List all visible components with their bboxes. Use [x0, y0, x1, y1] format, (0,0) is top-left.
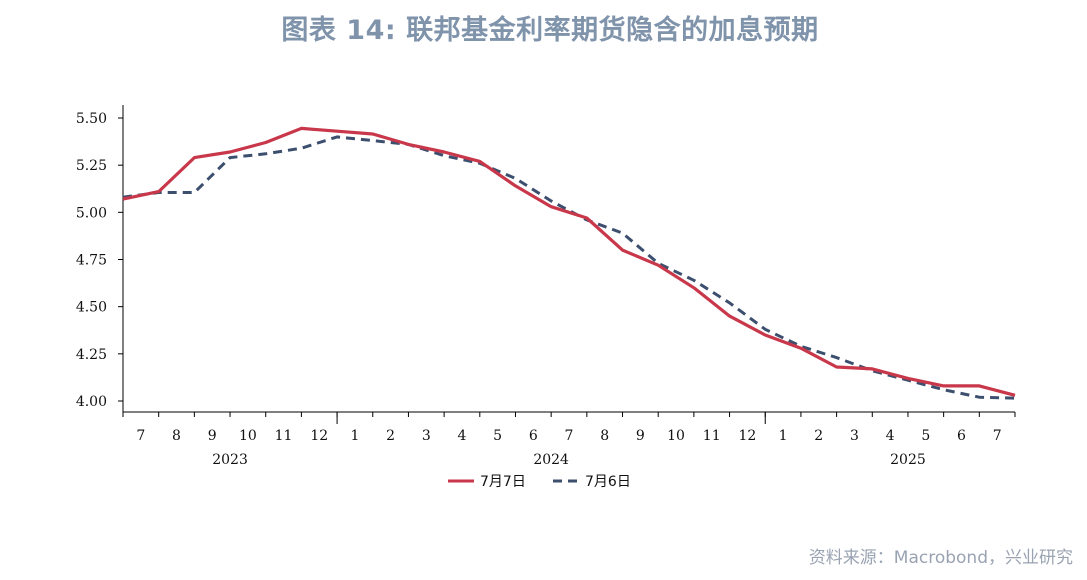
x-month-label: 9	[636, 428, 645, 444]
y-tick-label: 4.50	[76, 300, 107, 316]
x-month-label: 3	[850, 428, 859, 444]
series-line-0	[122, 126, 1016, 397]
x-month-label: 11	[703, 428, 721, 444]
y-tick-label: 4.25	[76, 347, 107, 363]
series-line-1	[122, 135, 1016, 400]
x-year-label: 2024	[533, 452, 569, 468]
y-tick-label: 4.75	[76, 253, 107, 269]
y-tick-label: 4.00	[76, 394, 107, 410]
x-year-label: 2025	[890, 452, 926, 468]
x-month-label: 11	[275, 428, 293, 444]
y-tick-label: 5.25	[76, 158, 107, 174]
legend-label-1: 7月6日	[585, 474, 631, 490]
y-tick-label: 5.00	[76, 205, 107, 221]
x-month-label: 8	[600, 428, 609, 444]
x-month-label: 12	[738, 428, 756, 444]
x-month-label: 5	[921, 428, 930, 444]
x-month-label: 7	[565, 428, 574, 444]
x-month-label: 8	[172, 428, 181, 444]
source-note: 资料来源：Macrobond，兴业研究	[808, 548, 1073, 568]
x-month-label: 1	[779, 428, 788, 444]
x-month-label: 2	[814, 428, 823, 444]
x-month-label: 3	[422, 428, 431, 444]
x-month-label: 5	[493, 428, 502, 444]
x-month-label: 6	[957, 428, 966, 444]
x-month-label: 7	[993, 428, 1002, 444]
x-month-label: 9	[208, 428, 217, 444]
x-month-label: 6	[529, 428, 538, 444]
y-tick-label: 5.50	[76, 111, 107, 127]
x-month-label: 4	[457, 428, 466, 444]
x-month-label: 10	[667, 428, 685, 444]
legend-label-0: 7月7日	[480, 474, 526, 490]
x-month-label: 10	[239, 428, 257, 444]
x-month-label: 1	[350, 428, 359, 444]
x-month-label: 7	[136, 428, 145, 444]
x-month-label: 2	[386, 428, 395, 444]
x-month-label: 12	[310, 428, 328, 444]
chart-title: 图表 14: 联邦基金利率期货隐含的加息预期	[281, 15, 819, 46]
x-month-label: 4	[886, 428, 895, 444]
x-year-label: 2023	[212, 452, 248, 468]
